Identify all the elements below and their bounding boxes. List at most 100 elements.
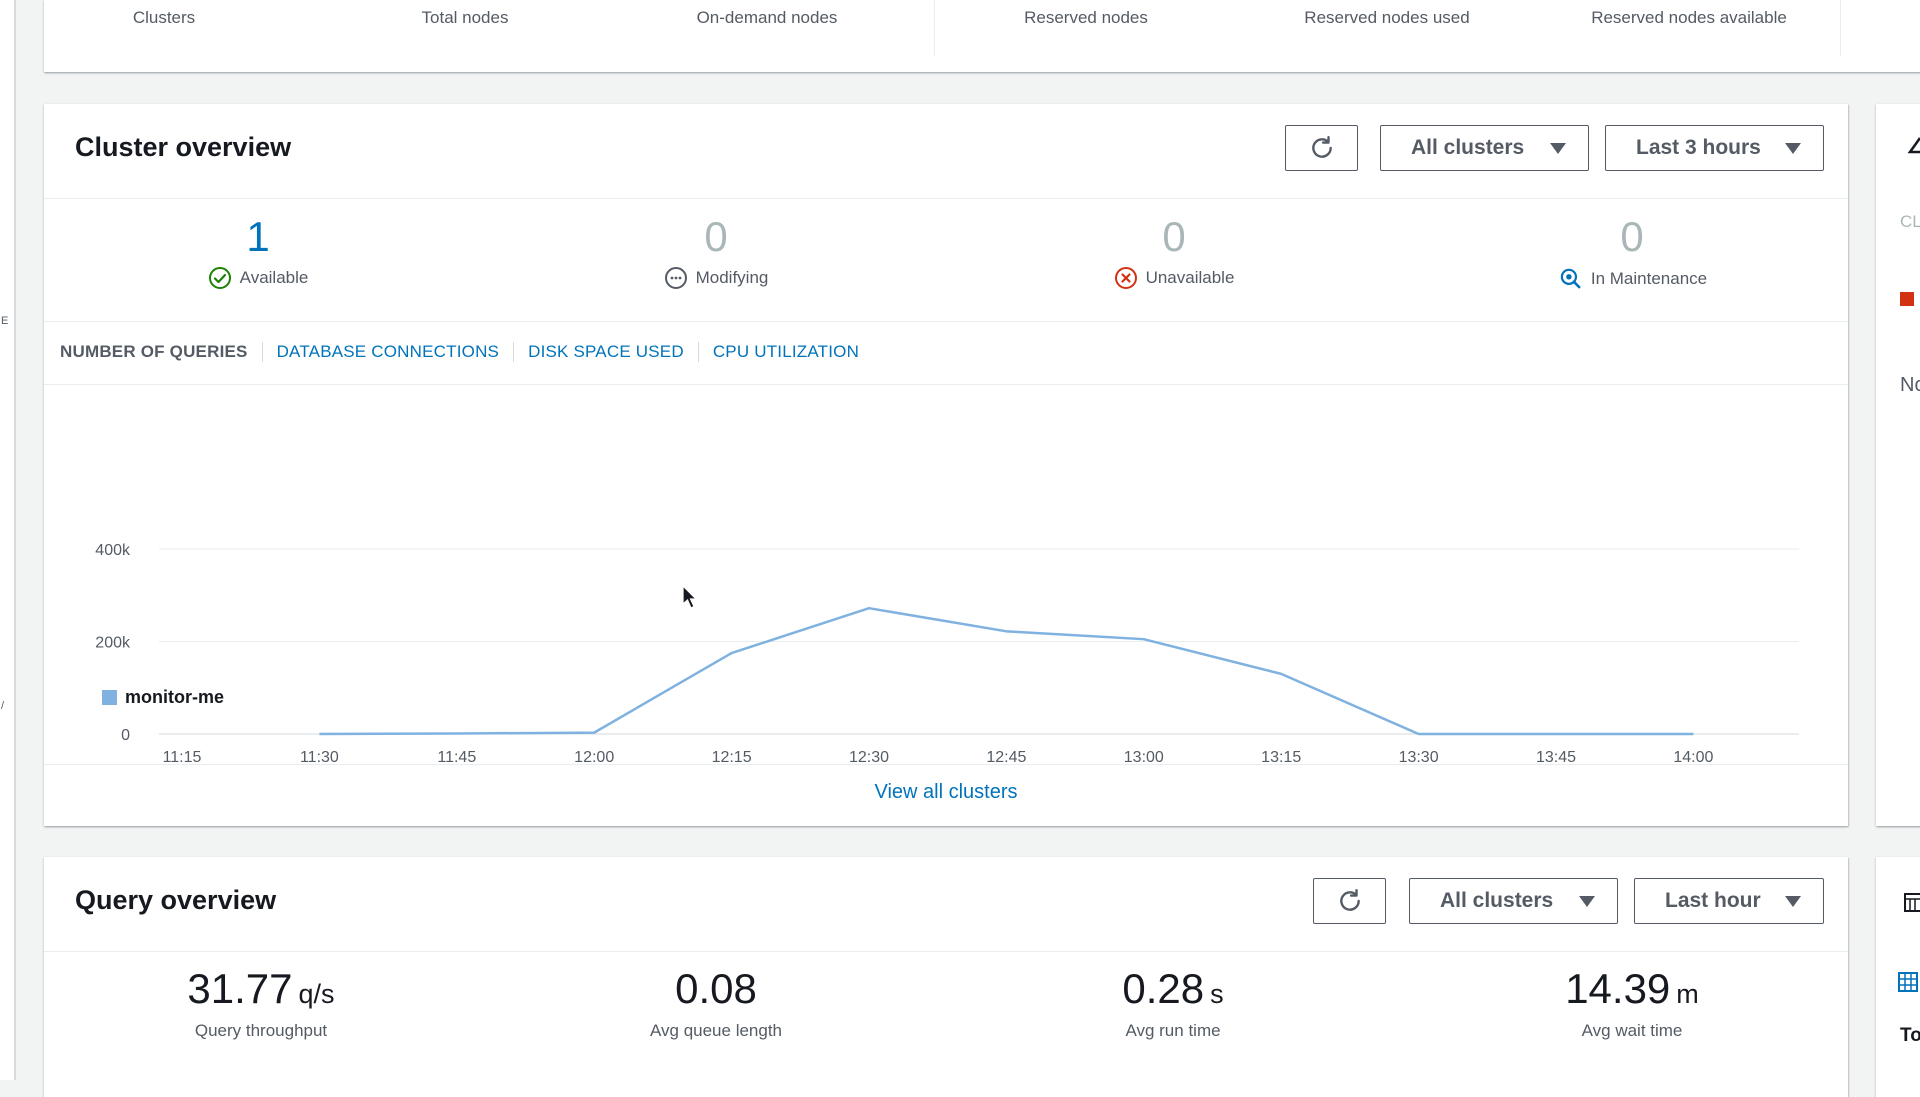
cluster-filter-dropdown[interactable]: All clusters	[1380, 125, 1589, 171]
metric-unit: m	[1676, 979, 1699, 1009]
metric-label: Avg wait time	[1581, 1021, 1683, 1040]
bell-icon	[1907, 137, 1920, 154]
alarm-status-icon	[1900, 292, 1914, 306]
summary-card: Clusters Total nodes On-demand nodes Res…	[44, 0, 1920, 72]
x-tick-label: 12:30	[849, 749, 889, 766]
metric-label: Query throughput	[194, 1021, 328, 1040]
divider	[44, 764, 1848, 765]
x-tick-label: 12:15	[712, 749, 752, 766]
summary-col-clusters: Clusters	[132, 8, 196, 27]
y-tick-label: 400k	[95, 542, 131, 559]
ellipsis-circle-icon	[664, 267, 687, 289]
x-tick-label: 13:15	[1261, 749, 1301, 766]
stat-value: 1	[246, 213, 270, 260]
cluster-overview-card: Cluster overview All clusters Last 3 hou…	[44, 104, 1848, 826]
divider	[44, 198, 1848, 199]
x-circle-icon	[1114, 267, 1137, 289]
x-tick-label: 13:00	[1124, 749, 1164, 766]
maintenance-icon	[1560, 268, 1581, 289]
query-refresh-button[interactable]	[1313, 878, 1386, 924]
tab-number-of-queries[interactable]: NUMBER OF QUERIES	[60, 342, 248, 361]
series-line-monitor-me[interactable]	[319, 606, 1694, 736]
stat-in-maintenance: 0 In Maintenance	[1482, 214, 1782, 292]
table-icon	[1898, 972, 1918, 992]
summary-col-on-demand-nodes: On-demand nodes	[696, 8, 838, 27]
check-circle-icon	[208, 267, 231, 289]
metric-avg-queue-length: 0.08 Avg queue length	[566, 965, 866, 1041]
x-tick-label: 13:45	[1536, 749, 1576, 766]
x-tick-label: 11:30	[300, 749, 339, 766]
divider	[44, 951, 1848, 952]
chevron-down-icon	[1579, 895, 1595, 907]
legend-label: monitor-me	[125, 687, 224, 707]
rail-mark: /	[1, 700, 5, 712]
calendar-icon	[1904, 893, 1920, 912]
chevron-down-icon	[1550, 142, 1566, 154]
stat-unavailable: 0 Unavailable	[1024, 214, 1324, 290]
stat-label: Modifying	[695, 268, 769, 287]
summary-col-total-nodes: Total nodes	[421, 8, 509, 27]
x-tick-label: 11:45	[437, 749, 476, 766]
divider	[44, 321, 1848, 322]
rail-mark: E	[1, 315, 9, 327]
summary-col-reserved-nodes-available: Reserved nodes available	[1591, 8, 1787, 27]
stat-value: 0	[1620, 213, 1644, 260]
divider	[44, 384, 1848, 385]
stat-value: 0	[1162, 213, 1186, 260]
metric-avg-run-time: 0.28 s Avg run time	[1023, 965, 1323, 1041]
stat-value: 0	[704, 213, 728, 260]
metric-tabs: NUMBER OF QUERIES DATABASE CONNECTIONS D…	[60, 342, 873, 362]
view-all-clusters-link[interactable]: View all clusters	[874, 781, 1018, 803]
x-tick-label: 13:30	[1399, 749, 1439, 766]
metric-label: Avg run time	[1125, 1021, 1221, 1040]
refresh-icon	[1339, 888, 1360, 911]
metric-avg-wait-time: 14.39 m Avg wait time	[1482, 965, 1782, 1041]
side-panel-card: CL Nc	[1876, 104, 1920, 826]
side-text: Nc	[1900, 374, 1920, 396]
x-tick-label: 12:00	[574, 749, 614, 766]
x-tick-label: 14:00	[1673, 749, 1713, 766]
metric-value: 31.77	[187, 965, 293, 1012]
chart-legend[interactable]: monitor-me	[102, 687, 224, 708]
side-text: To	[1900, 1025, 1920, 1046]
tab-database-connections[interactable]: DATABASE CONNECTIONS	[261, 342, 514, 362]
stat-label: Available	[239, 268, 309, 287]
stat-label: In Maintenance	[1590, 269, 1708, 288]
summary-col-reserved-nodes: Reserved nodes	[1024, 8, 1148, 27]
metric-label: Avg queue length	[649, 1021, 783, 1040]
summary-col-reserved-nodes-used: Reserved nodes used	[1304, 8, 1470, 27]
tab-cpu-utilization[interactable]: CPU UTILIZATION	[697, 342, 873, 362]
query-cluster-filter-value: All clusters	[1440, 889, 1554, 912]
left-navigation-rail: E /	[0, 0, 16, 1080]
metric-unit: q/s	[298, 979, 335, 1009]
x-tick-label: 12:45	[986, 749, 1026, 766]
stat-available: 1 Available	[108, 214, 408, 290]
tab-disk-space-used[interactable]: DISK SPACE USED	[513, 342, 698, 362]
cluster-refresh-button[interactable]	[1285, 125, 1358, 171]
side-panel-card: To	[1876, 857, 1920, 1097]
stat-modifying: 0 Modifying	[566, 214, 866, 290]
metric-unit: s	[1210, 979, 1224, 1009]
legend-swatch	[102, 690, 117, 705]
time-range-dropdown[interactable]: Last 3 hours	[1605, 125, 1824, 171]
query-time-range-value: Last hour	[1665, 889, 1761, 912]
side-heading: CL	[1900, 212, 1920, 231]
query-overview-card: Query overview All clusters Last hour 31…	[44, 857, 1848, 1097]
cluster-filter-value: All clusters	[1411, 136, 1525, 159]
summary-divider	[1840, 0, 1841, 56]
time-range-value: Last 3 hours	[1636, 136, 1761, 159]
query-cluster-filter-dropdown[interactable]: All clusters	[1409, 878, 1618, 924]
x-tick-label: 11:15	[163, 749, 202, 766]
metric-query-throughput: 31.77 q/s Query throughput	[111, 965, 411, 1041]
metric-value: 0.28	[1122, 965, 1205, 1012]
query-time-range-dropdown[interactable]: Last hour	[1634, 878, 1824, 924]
query-overview-title: Query overview	[75, 885, 277, 915]
cluster-overview-title: Cluster overview	[75, 132, 292, 162]
y-tick-label: 0	[121, 727, 130, 744]
metric-value: 0.08	[675, 965, 757, 1012]
y-tick-label: 200k	[95, 635, 131, 652]
chevron-down-icon	[1785, 142, 1801, 154]
metric-value: 14.39	[1565, 965, 1671, 1012]
chevron-down-icon	[1785, 895, 1801, 907]
summary-divider	[934, 0, 935, 56]
